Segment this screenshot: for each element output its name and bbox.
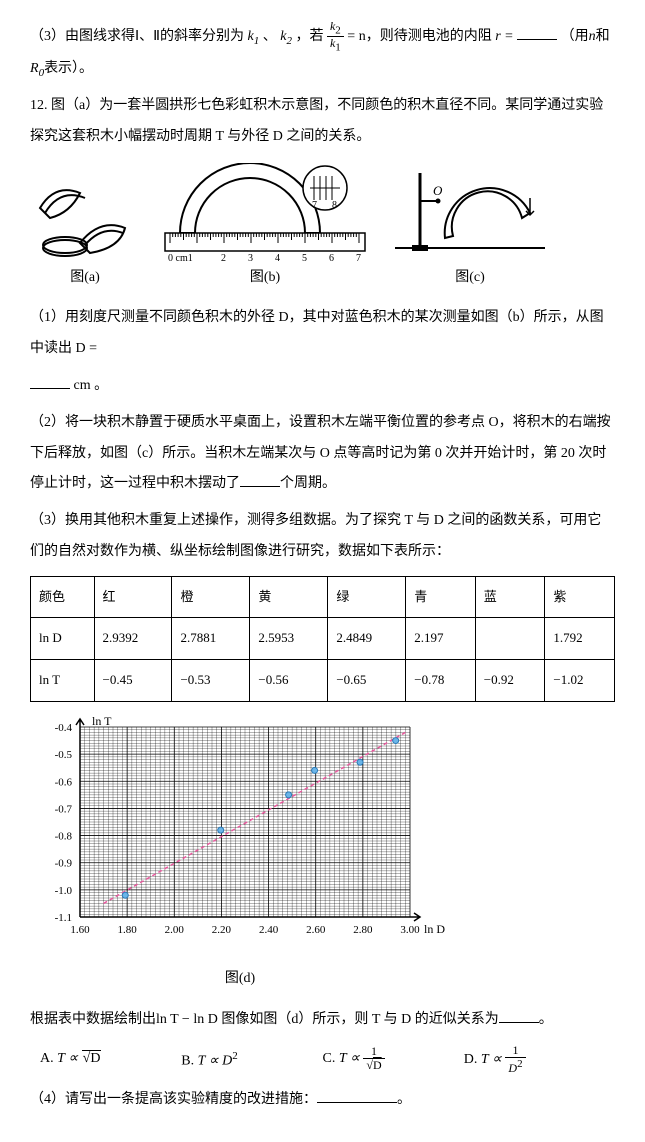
table-cell: −0.53 (172, 659, 250, 701)
q12-2: （2）将一块积木静置于硬质水平桌面上，设置积木左端平衡位置的参考点 O，将积木的… (30, 408, 615, 500)
blank-r[interactable] (517, 25, 557, 40)
svg-text:3.00: 3.00 (400, 924, 420, 936)
table-cell: 2.7881 (172, 618, 250, 660)
chart-d: -0.4 -0.5 -0.6 -0.7 -0.8 -0.9 -1.0 -1.11.60 1.80… (30, 712, 615, 996)
svg-text:-1.1: -1.1 (55, 912, 72, 924)
data-table: 颜色红橙黄绿青蓝紫 ln D2.93922.78812.59532.48492.… (30, 576, 615, 702)
table-header: 蓝 (475, 576, 545, 618)
table-cell: 2.9392 (94, 618, 172, 660)
svg-text:4: 4 (275, 253, 280, 263)
svg-text:7: 7 (312, 200, 317, 211)
table-cell (475, 618, 545, 660)
svg-text:ln T: ln T (92, 714, 112, 728)
table-header: 橙 (172, 576, 250, 618)
table-cell: −0.78 (406, 659, 476, 701)
opt-a[interactable]: A. T ∝ √D (40, 1044, 181, 1077)
fig-c: O 图(c) (390, 163, 550, 294)
table-cell: 2.4849 (328, 618, 406, 660)
fig-a: 图(a) (30, 173, 140, 294)
table-header: 颜色 (31, 576, 95, 618)
var-k2: k2 (280, 29, 292, 44)
opt-d[interactable]: D. T ∝ 1D2 (464, 1044, 605, 1077)
svg-text:-0.7: -0.7 (55, 803, 73, 815)
var-k1: k1 (248, 29, 260, 44)
svg-text:2.40: 2.40 (259, 924, 279, 936)
table-cell: 1.792 (545, 618, 615, 660)
svg-text:5: 5 (302, 253, 307, 263)
table-cell: −0.56 (250, 659, 328, 701)
svg-text:-0.8: -0.8 (55, 830, 73, 842)
ruler-unit: 0 cm1 (168, 253, 193, 263)
q12-1: （1）用刻度尺测量不同颜色积木的外径 D，其中对蓝色积木的某次测量如图（b）所示… (30, 303, 615, 365)
table-cell: 2.5953 (250, 618, 328, 660)
blank-periods[interactable] (240, 472, 280, 487)
svg-text:-1.0: -1.0 (55, 884, 73, 896)
table-cell: −0.92 (475, 659, 545, 701)
table-header: 青 (406, 576, 476, 618)
options: A. T ∝ √D B. T ∝ D2 C. T ∝ 1√D D. T ∝ 1D… (40, 1044, 605, 1077)
svg-text:O: O (433, 183, 443, 198)
table-cell: −0.45 (94, 659, 172, 701)
svg-text:8: 8 (332, 200, 337, 211)
svg-text:2.20: 2.20 (212, 924, 232, 936)
blank-relation[interactable] (499, 1008, 539, 1023)
svg-text:-0.9: -0.9 (55, 857, 73, 869)
table-header: 红 (94, 576, 172, 618)
svg-text:2.80: 2.80 (353, 924, 373, 936)
svg-text:3: 3 (248, 253, 253, 263)
svg-text:6: 6 (329, 253, 334, 263)
fig-b: 78 0 cm1 234567 图(b) (160, 163, 370, 294)
table-header: 绿 (328, 576, 406, 618)
q12-4: （4）请写出一条提高该实验精度的改进措施：。 (30, 1085, 615, 1116)
svg-text:1.80: 1.80 (118, 924, 138, 936)
q11-3: （3）由图线求得Ⅰ、Ⅱ的斜率分别为 k1 、 k2 ，若 k2k1 = n，则待… (30, 20, 615, 85)
svg-text:7: 7 (356, 253, 361, 263)
svg-text:2.60: 2.60 (306, 924, 326, 936)
svg-text:2.00: 2.00 (165, 924, 185, 936)
table-cell: −1.02 (545, 659, 615, 701)
frac-k2k1: k2k1 (327, 20, 344, 54)
table-header: 黄 (250, 576, 328, 618)
q12-intro: 12. 图（a）为一套半圆拱形七色彩虹积木示意图，不同颜色的积木直径不同。某同学… (30, 91, 615, 153)
svg-text:-0.6: -0.6 (55, 776, 73, 788)
table-cell: −0.65 (328, 659, 406, 701)
svg-text:ln D: ln D (424, 922, 445, 936)
blank-D[interactable] (30, 374, 70, 389)
q12-3: （3）换用其他积木重复上述操作，测得多组数据。为了探究 T 与 D 之间的函数关… (30, 506, 615, 568)
blank-improve[interactable] (317, 1088, 397, 1103)
q12-3b: 根据表中数据绘制出ln T − ln D 图像如图（d）所示，则 T 与 D 的… (30, 1005, 615, 1036)
table-cell: 2.197 (406, 618, 476, 660)
svg-text:1.60: 1.60 (70, 924, 90, 936)
figures-row: 图(a) 78 0 cm1 234567 图(b) O 图(c) (30, 163, 615, 294)
opt-b[interactable]: B. T ∝ D2 (181, 1044, 322, 1077)
svg-text:-0.5: -0.5 (55, 749, 73, 761)
opt-c[interactable]: C. T ∝ 1√D (323, 1044, 464, 1077)
svg-text:2: 2 (221, 253, 226, 263)
svg-text:-0.4: -0.4 (55, 722, 73, 734)
table-header: 紫 (545, 576, 615, 618)
